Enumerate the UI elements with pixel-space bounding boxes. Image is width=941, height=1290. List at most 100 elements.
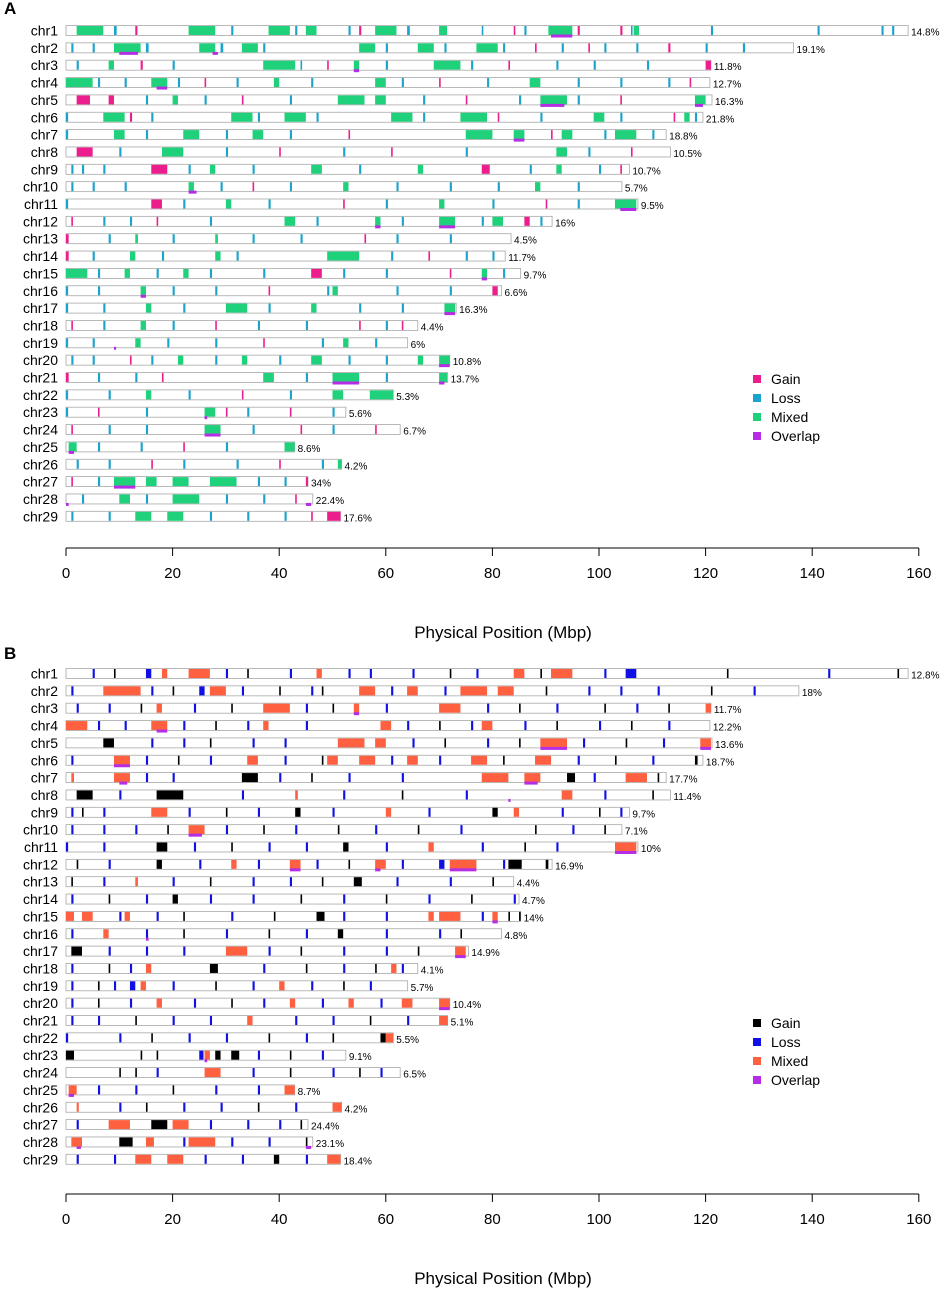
- loss-segment: [183, 721, 186, 731]
- overlap-segment: [332, 381, 360, 385]
- loss-segment: [449, 234, 452, 244]
- cnv-percentage: 14.9%: [471, 948, 499, 959]
- overlap-segment: [66, 502, 69, 506]
- cnv-percentage: 10.8%: [453, 357, 481, 368]
- gain-segment: [119, 1068, 121, 1078]
- loss-segment: [321, 459, 324, 469]
- loss-segment: [289, 182, 292, 192]
- loss-segment: [348, 26, 351, 35]
- legend-swatch: [753, 1019, 761, 1027]
- chromosome-bar: [65, 146, 671, 158]
- loss-segment: [172, 1016, 175, 1025]
- x-tick-label: 140: [800, 565, 825, 582]
- legend-swatch: [753, 1076, 761, 1084]
- chromosome-row: chr19 6%: [23, 335, 425, 351]
- overlap-segment: [620, 208, 637, 211]
- mixed-segment: [140, 320, 146, 330]
- loss-segment: [108, 234, 111, 244]
- loss-segment: [503, 43, 506, 53]
- cnv-percentage: 12.8%: [911, 671, 939, 682]
- chromosome-label: chr12: [23, 856, 58, 872]
- mixed-segment: [108, 1120, 130, 1130]
- loss-segment: [391, 251, 394, 261]
- gain-segment: [135, 1016, 137, 1025]
- loss-segment: [71, 182, 74, 192]
- loss-segment: [385, 355, 388, 365]
- loss-segment: [204, 95, 207, 105]
- loss-segment: [268, 1137, 271, 1147]
- loss-segment: [401, 859, 404, 869]
- mixed-segment: [327, 1154, 341, 1164]
- loss-segment: [321, 998, 324, 1008]
- loss-segment: [97, 477, 101, 487]
- gain-segment: [577, 26, 580, 35]
- gain-segment: [76, 147, 93, 157]
- loss-segment: [108, 425, 111, 435]
- mixed-segment: [327, 251, 360, 261]
- loss-segment: [556, 703, 559, 713]
- x-tick-label: 0: [62, 565, 70, 582]
- chromosome-row: chr10 5.7%: [23, 179, 648, 195]
- mixed-segment: [481, 721, 493, 731]
- loss-segment: [92, 669, 95, 678]
- gain-segment: [300, 1120, 303, 1130]
- loss-segment: [71, 43, 74, 53]
- mixed-segment: [548, 26, 573, 35]
- overlap-segment: [353, 712, 360, 716]
- loss-segment: [481, 842, 484, 852]
- loss-segment: [492, 251, 495, 261]
- loss-segment: [103, 216, 106, 226]
- loss-segment: [385, 703, 388, 713]
- mixed-segment: [284, 112, 306, 122]
- cnv-percentage: 18%: [802, 688, 822, 699]
- mixed-segment: [529, 78, 541, 88]
- cnv-percentage: 16%: [555, 218, 575, 229]
- loss-segment: [439, 859, 445, 869]
- cnv-percentage: 6.6%: [504, 288, 527, 299]
- mixed-segment: [327, 755, 338, 765]
- mixed-segment: [417, 43, 434, 53]
- loss-segment: [263, 494, 266, 504]
- loss-segment: [209, 894, 213, 904]
- chromosome-row: chr29 18.4%: [23, 1151, 372, 1167]
- loss-segment: [380, 998, 383, 1008]
- gain-segment: [668, 43, 671, 53]
- mixed-segment: [103, 686, 141, 696]
- loss-segment: [66, 112, 69, 122]
- loss-segment: [369, 981, 372, 991]
- loss-segment: [385, 911, 388, 921]
- loss-segment: [385, 929, 388, 939]
- loss-segment: [289, 390, 292, 400]
- loss-segment: [71, 825, 74, 835]
- overlap-segment: [614, 851, 637, 854]
- chromosome-row: chr2 19.1%: [31, 40, 825, 56]
- mixed-segment: [188, 669, 210, 678]
- overlap-segment: [305, 502, 312, 506]
- loss-segment: [225, 442, 229, 452]
- overlap-segment: [700, 746, 711, 750]
- chromosome-label: chr29: [23, 1151, 58, 1167]
- loss-segment: [183, 1137, 186, 1147]
- gain-segment: [204, 78, 207, 88]
- loss-segment: [465, 251, 468, 261]
- mixed-segment: [273, 78, 280, 88]
- chromosome-row: chr12 16.9%: [23, 856, 584, 872]
- gain-segment: [689, 78, 692, 88]
- chromosome-bar: [65, 754, 704, 766]
- mixed-segment: [332, 1102, 342, 1112]
- gain-segment: [172, 894, 178, 904]
- loss-segment: [828, 669, 831, 678]
- chromosome-label: chr24: [23, 422, 58, 438]
- loss-segment: [183, 946, 186, 956]
- gain-segment: [726, 669, 729, 678]
- mixed-segment: [247, 755, 258, 765]
- overlap-segment: [455, 955, 466, 959]
- loss-segment: [145, 95, 149, 105]
- gain-segment: [348, 859, 351, 869]
- mixed-segment: [231, 112, 253, 122]
- loss-segment: [604, 790, 607, 800]
- loss-segment: [252, 738, 255, 748]
- chromosome-bar: [65, 285, 502, 297]
- cnv-percentage: 4.4%: [517, 879, 540, 890]
